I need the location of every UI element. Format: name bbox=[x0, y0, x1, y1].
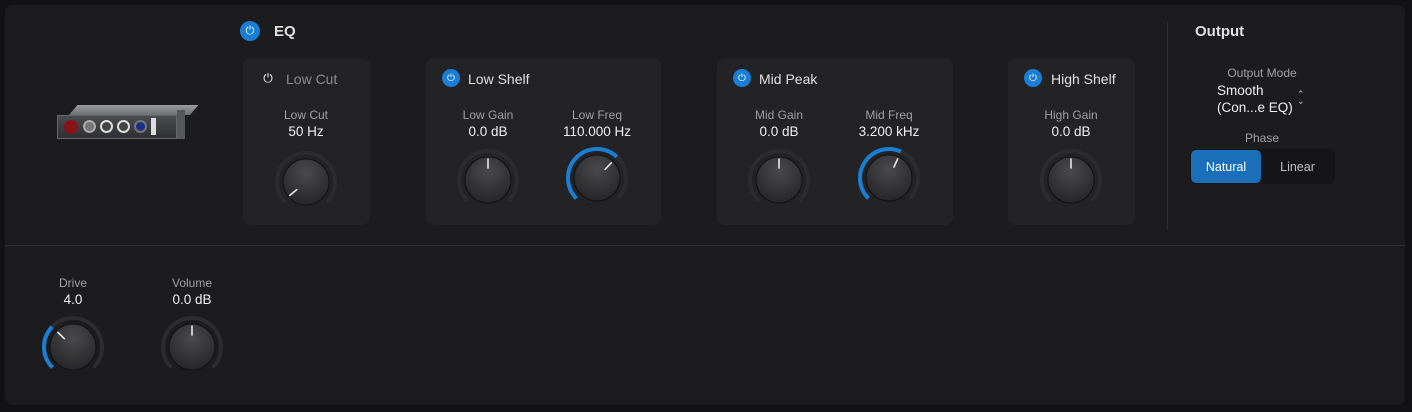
knob-pointer bbox=[893, 158, 899, 168]
eq-title: EQ bbox=[274, 23, 296, 40]
volume-value: 0.0 dB bbox=[172, 292, 212, 307]
knob-body bbox=[282, 158, 330, 206]
output-mode-value-line1: Smooth bbox=[1217, 83, 1264, 98]
low-freq-value: 110.000 Hz bbox=[562, 124, 632, 139]
mid-peak-power-button[interactable]: ⏻ bbox=[733, 69, 751, 87]
knob-body bbox=[573, 154, 621, 202]
low-cut-label: Low Cut bbox=[283, 108, 329, 122]
knob-body bbox=[464, 156, 512, 204]
knob-body bbox=[865, 154, 913, 202]
low-cut-knob[interactable] bbox=[273, 149, 339, 215]
high-shelf-power-button[interactable]: ⏻ bbox=[1024, 69, 1042, 87]
knob-body bbox=[755, 156, 803, 204]
output-mode-value-line2: (Con...e EQ) bbox=[1217, 100, 1293, 115]
low-cut-power-button[interactable]: ⏻ bbox=[259, 69, 277, 87]
low-gain-value: 0.0 dB bbox=[468, 124, 508, 139]
knob-pointer bbox=[289, 188, 298, 197]
knob-pointer bbox=[604, 161, 613, 171]
power-icon: ⏻ bbox=[263, 70, 273, 85]
high-shelf-title: High Shelf bbox=[1051, 71, 1116, 87]
power-icon: ⏻ bbox=[447, 72, 455, 84]
low-cut-value: 50 Hz bbox=[288, 124, 324, 139]
drive-knob[interactable] bbox=[40, 314, 106, 380]
phase-label: Phase bbox=[1244, 131, 1280, 145]
high-gain-label: High Gain bbox=[1044, 108, 1098, 122]
low-gain-knob[interactable] bbox=[455, 147, 521, 213]
knob-track bbox=[275, 151, 337, 204]
drive-value: 4.0 bbox=[63, 292, 83, 307]
mid-peak-title: Mid Peak bbox=[759, 71, 818, 87]
volume-knob[interactable] bbox=[159, 314, 225, 380]
divider bbox=[5, 245, 1405, 246]
knob-value-arc bbox=[858, 147, 902, 200]
power-icon: ⏻ bbox=[738, 72, 746, 84]
power-icon: ⏻ bbox=[245, 24, 255, 37]
knob-track bbox=[161, 316, 223, 369]
device-image bbox=[57, 105, 199, 140]
knob-body bbox=[49, 323, 97, 371]
mid-freq-label: Mid Freq bbox=[865, 108, 913, 122]
knob-track bbox=[1040, 149, 1102, 202]
low-cut-title: Low Cut bbox=[286, 71, 338, 87]
mid-gain-label: Mid Gain bbox=[754, 108, 804, 122]
phase-linear-button[interactable]: Linear bbox=[1280, 159, 1315, 174]
phase-segmented-control: Natural Linear bbox=[1190, 149, 1335, 184]
knob-value-arc bbox=[42, 325, 54, 369]
high-gain-value: 0.0 dB bbox=[1051, 124, 1091, 139]
low-shelf-power-button[interactable]: ⏻ bbox=[442, 69, 460, 87]
output-title: Output bbox=[1195, 23, 1245, 40]
chevron-up-down-icon: ⌃ ⌄ bbox=[1297, 89, 1305, 106]
low-freq-label: Low Freq bbox=[571, 108, 623, 122]
knob-track bbox=[748, 149, 810, 202]
volume-label: Volume bbox=[171, 276, 213, 290]
output-mode-select[interactable]: Smooth (Con...e EQ) ⌃ ⌄ bbox=[1217, 82, 1312, 116]
high-gain-knob[interactable] bbox=[1038, 147, 1104, 213]
plugin-panel bbox=[5, 5, 1405, 405]
knob-pointer bbox=[57, 331, 66, 340]
divider bbox=[1167, 22, 1168, 229]
knob-track bbox=[457, 149, 519, 202]
power-icon: ⏻ bbox=[1029, 72, 1037, 84]
mid-gain-value: 0.0 dB bbox=[759, 124, 799, 139]
low-shelf-title: Low Shelf bbox=[468, 71, 530, 87]
output-mode-label: Output Mode bbox=[1227, 66, 1297, 80]
eq-power-button[interactable]: ⏻ bbox=[240, 21, 260, 41]
low-gain-label: Low Gain bbox=[462, 108, 514, 122]
mid-freq-value: 3.200 kHz bbox=[858, 124, 920, 139]
low-freq-knob[interactable] bbox=[564, 145, 630, 211]
knob-value-arc bbox=[566, 147, 619, 200]
mid-gain-knob[interactable] bbox=[746, 147, 812, 213]
knob-body bbox=[168, 323, 216, 371]
knob-body bbox=[1047, 156, 1095, 204]
drive-label: Drive bbox=[58, 276, 87, 290]
phase-natural-button[interactable]: Natural bbox=[1191, 150, 1261, 183]
mid-freq-knob[interactable] bbox=[856, 145, 922, 211]
